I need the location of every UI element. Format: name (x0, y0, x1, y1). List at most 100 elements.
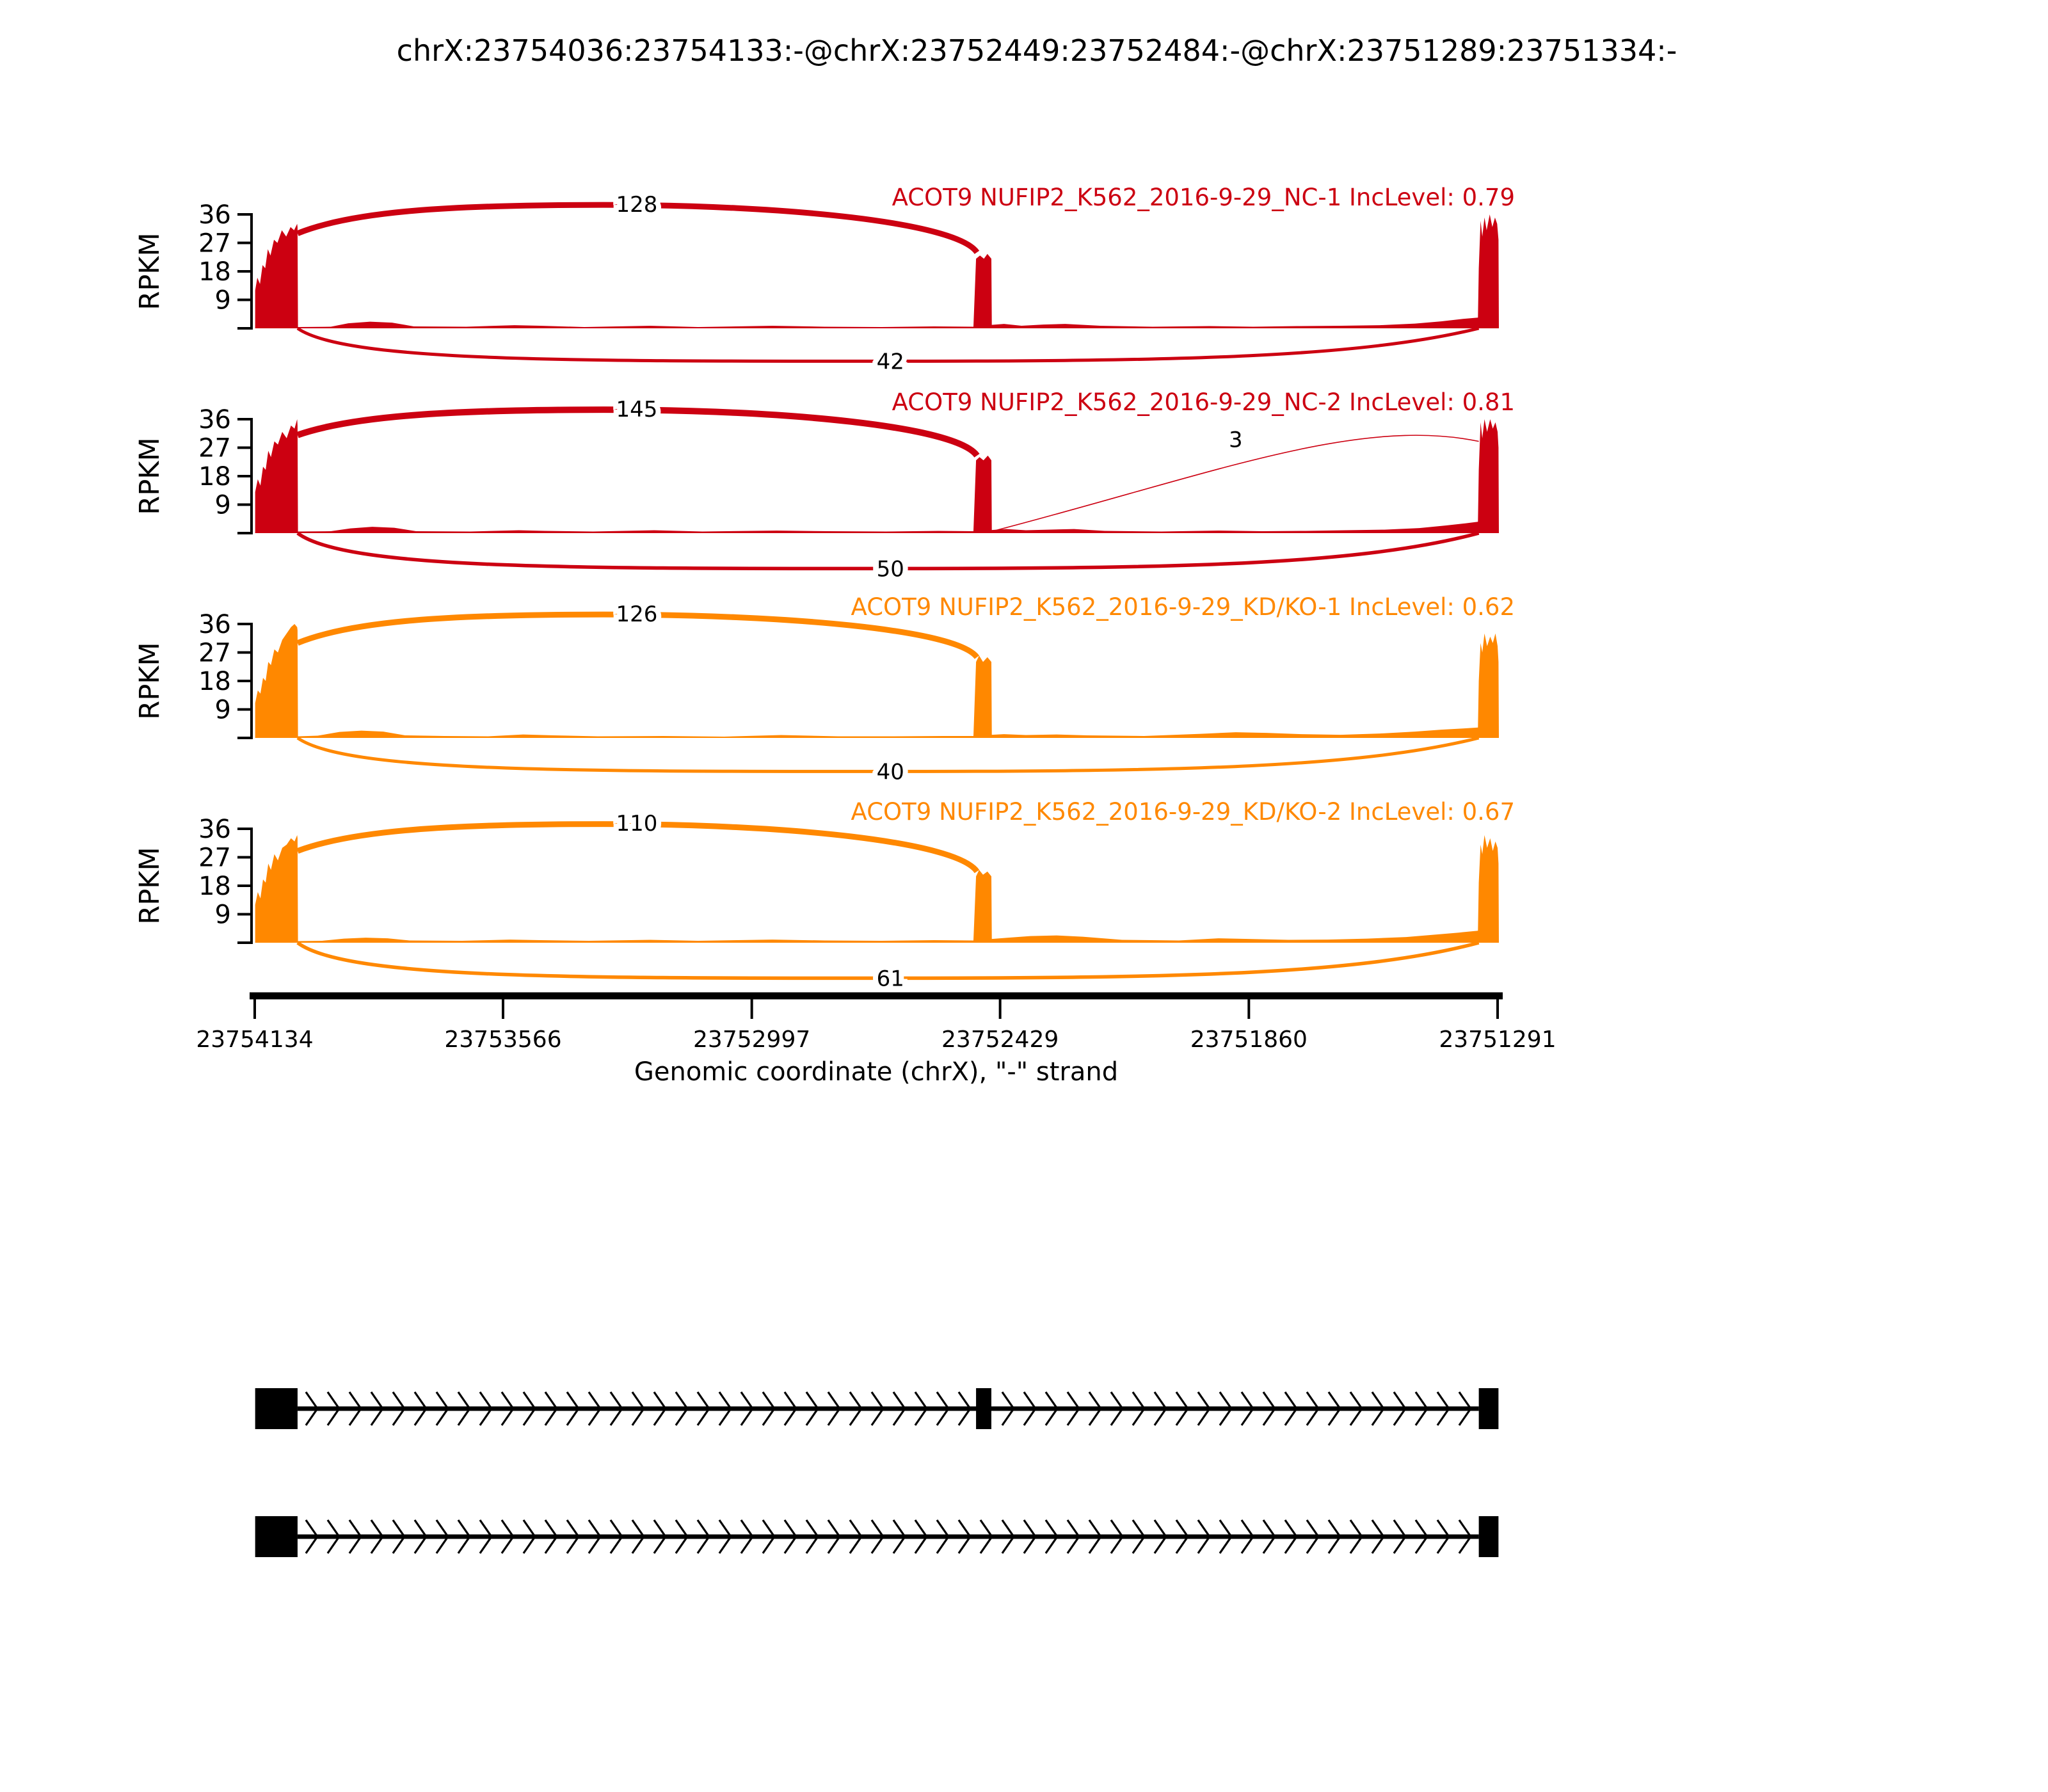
track-title: ACOT9 NUFIP2_K562_2016-9-29_KD/KO-1 IncL… (851, 593, 1515, 621)
intron-chevron (413, 1519, 428, 1554)
intron-chevron (1066, 1391, 1080, 1426)
intron-chevron (827, 1391, 841, 1426)
intron-chevron (522, 1519, 536, 1554)
exon-box (255, 1516, 298, 1557)
y-tick-label: 27 (198, 434, 231, 463)
intron-chevron (1110, 1391, 1124, 1426)
intron-chevron (762, 1391, 776, 1426)
track-title: ACOT9 NUFIP2_K562_2016-9-29_KD/KO-2 IncL… (851, 798, 1515, 826)
exon-box (255, 1388, 298, 1429)
y-tick-label: 9 (215, 900, 231, 930)
intron-chevron (457, 1519, 471, 1554)
intron-chevron (783, 1391, 797, 1426)
coverage-area (255, 624, 1499, 738)
intron-chevron (566, 1519, 580, 1554)
intron-chevron (348, 1519, 362, 1554)
gene-model-1 (255, 1388, 1499, 1429)
intron-chevron (566, 1391, 580, 1426)
intron-chevron (1066, 1519, 1080, 1554)
intron-chevron (1219, 1519, 1233, 1554)
x-axis-title: Genomic coordinate (chrX), "-" strand (634, 1057, 1118, 1087)
y-tick-label: 36 (198, 815, 231, 844)
intron-chevron (609, 1519, 623, 1554)
x-tick-label: 23752429 (941, 1027, 1059, 1053)
junction-count-label: 42 (877, 349, 904, 374)
intron-chevron (1349, 1391, 1363, 1426)
intron-chevron (544, 1519, 558, 1554)
intron-chevron (1088, 1391, 1102, 1426)
y-tick-label: 18 (198, 667, 231, 696)
intron-chevron (500, 1391, 515, 1426)
intron-chevron (1262, 1519, 1276, 1554)
intron-chevron (870, 1519, 884, 1554)
track-title: ACOT9 NUFIP2_K562_2016-9-29_NC-2 IncLeve… (892, 388, 1515, 416)
junction-arc (296, 531, 1480, 571)
intron-chevron (435, 1391, 449, 1426)
intron-chevron (1284, 1391, 1298, 1426)
coverage-area (255, 214, 1499, 328)
y-tick-label: 9 (215, 696, 231, 725)
junction-arc (296, 941, 1480, 980)
intron-chevron (435, 1519, 449, 1554)
intron-chevron (1197, 1391, 1211, 1426)
intron-chevron (1393, 1391, 1407, 1426)
intron-chevron (631, 1519, 645, 1554)
intron-chevron (1001, 1391, 1015, 1426)
intron-chevron (892, 1519, 906, 1554)
intron-chevron (696, 1391, 710, 1426)
x-axis: 23754134 23753566 23752997 23752429 23751860… (196, 992, 1556, 1053)
junction-arc (296, 611, 980, 659)
y-tick-label: 18 (198, 872, 231, 901)
intron-chevron (348, 1391, 362, 1426)
intron-chevron (1197, 1519, 1211, 1554)
junction-arc (991, 435, 1479, 532)
junction-arc (296, 406, 980, 458)
junction-count-label: 40 (877, 759, 904, 785)
intron-chevron (957, 1519, 972, 1554)
y-tick-label: 9 (215, 286, 231, 316)
intron-chevron (631, 1391, 645, 1426)
intron-chevron (588, 1519, 602, 1554)
intron-chevron (1414, 1519, 1428, 1554)
intron-chevron (1458, 1391, 1472, 1426)
intron-chevron (870, 1391, 884, 1426)
page-title: chrX:23754036:23754133:-@chrX:23752449:2… (397, 33, 1677, 68)
junction-count-label: 3 (1229, 428, 1243, 453)
intron-chevron (1175, 1519, 1189, 1554)
intron-chevron (849, 1391, 863, 1426)
y-axis-label: RPKM (134, 232, 166, 310)
junction-count-label: 50 (877, 556, 904, 582)
junction-count-label: 128 (616, 192, 658, 218)
intron-chevron (914, 1519, 928, 1554)
intron-chevron (675, 1391, 689, 1426)
intron-chevron (370, 1391, 384, 1426)
intron-chevron (326, 1519, 340, 1554)
intron-chevron (413, 1391, 428, 1426)
intron-chevron (326, 1391, 340, 1426)
intron-chevron (805, 1391, 819, 1426)
track-title: ACOT9 NUFIP2_K562_2016-9-29_NC-1 IncLeve… (892, 184, 1515, 211)
intron-chevron (1327, 1519, 1341, 1554)
intron-chevron (914, 1391, 928, 1426)
intron-chevron (1175, 1391, 1189, 1426)
intron-chevron (1306, 1391, 1320, 1426)
y-tick-label: 18 (198, 462, 231, 492)
intron-chevron (653, 1519, 667, 1554)
intron-chevron (305, 1391, 319, 1426)
intron-chevron (609, 1391, 623, 1426)
intron-chevron (696, 1519, 710, 1554)
x-tick-label: 23753566 (444, 1027, 561, 1053)
intron-chevron (1219, 1391, 1233, 1426)
intron-chevron (675, 1519, 689, 1554)
intron-chevron (740, 1519, 754, 1554)
coverage-area (255, 835, 1499, 943)
intron-chevron (849, 1519, 863, 1554)
intron-chevron (1023, 1391, 1037, 1426)
intron-chevron (1436, 1391, 1450, 1426)
intron-chevron (1023, 1519, 1037, 1554)
intron-chevron (805, 1519, 819, 1554)
x-tick-label: 23751291 (1439, 1027, 1556, 1053)
